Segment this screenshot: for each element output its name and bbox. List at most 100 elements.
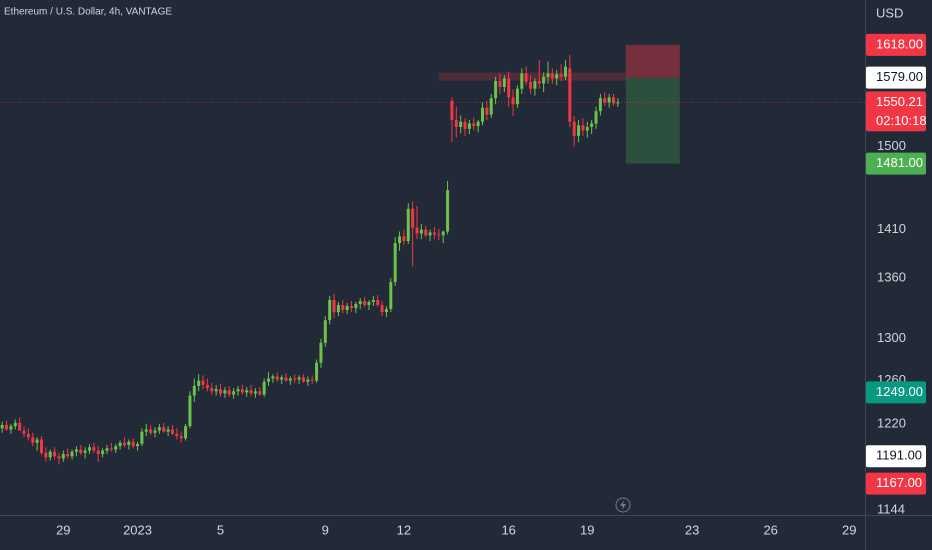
candle-body xyxy=(489,98,493,115)
candle-body xyxy=(358,300,362,305)
candle-body xyxy=(559,74,563,77)
candle-body xyxy=(472,123,476,127)
candle-body xyxy=(61,453,65,459)
candle-body xyxy=(118,442,122,447)
candle-body xyxy=(53,451,57,457)
candle-body xyxy=(411,208,415,228)
candle-body xyxy=(79,449,83,453)
candle-body xyxy=(140,431,144,444)
y-tick-label: 1360 xyxy=(877,270,906,285)
price-badge xyxy=(866,91,926,132)
entry-band xyxy=(438,72,626,81)
candle-body xyxy=(26,433,30,438)
x-tick-label: 23 xyxy=(685,522,699,537)
candle-body xyxy=(350,306,354,309)
candle-body xyxy=(598,98,602,112)
candle-body xyxy=(214,389,218,392)
price-badge-label: 1249.00 xyxy=(876,384,923,399)
candle-body xyxy=(354,304,358,309)
candle-body xyxy=(271,376,275,379)
candle-body xyxy=(367,301,371,306)
candle-body xyxy=(524,73,528,82)
candle-body xyxy=(568,68,572,122)
x-tick-label: 9 xyxy=(322,522,329,537)
price-badge xyxy=(866,33,926,56)
candle-body xyxy=(611,97,615,104)
price-badge-label: 1579.00 xyxy=(876,69,923,84)
candle-body xyxy=(105,448,109,451)
candle-body xyxy=(446,190,450,232)
candle-body xyxy=(376,299,380,306)
x-tick-label: 29 xyxy=(842,522,856,537)
candle-body xyxy=(35,439,39,443)
candle-body xyxy=(371,299,375,302)
price-badge xyxy=(866,66,926,89)
candle-body xyxy=(57,456,61,459)
candle-body xyxy=(197,380,201,386)
stop-zone xyxy=(625,44,680,78)
replay-icon[interactable] xyxy=(615,497,631,513)
plot-area xyxy=(0,44,865,465)
candle-body xyxy=(262,381,266,395)
candle-body xyxy=(480,107,484,122)
candle-body xyxy=(258,391,262,395)
candle-body xyxy=(280,377,284,380)
candle-body xyxy=(288,378,292,381)
candle-body xyxy=(507,78,511,98)
candle-body xyxy=(0,425,4,429)
candle-body xyxy=(398,236,402,244)
x-tick-label: 12 xyxy=(397,522,411,537)
y-tick-label: 1144 xyxy=(877,502,905,517)
y-tick-label: 1500 xyxy=(877,138,906,153)
countdown-label: 02:10:18 xyxy=(876,113,927,128)
price-badge xyxy=(866,445,926,468)
candle-body xyxy=(428,232,432,236)
candle-body xyxy=(594,111,598,124)
x-tick-label: 19 xyxy=(580,522,594,537)
candle-body xyxy=(520,73,524,89)
candle-body xyxy=(319,342,323,363)
candle-body xyxy=(44,452,48,458)
y-tick-label: 1220 xyxy=(877,415,906,430)
candle-body xyxy=(245,390,249,393)
candle-body xyxy=(380,305,384,313)
candle-body xyxy=(555,74,559,79)
candle-body xyxy=(144,429,148,432)
candle-body xyxy=(502,78,506,88)
candle-body xyxy=(219,389,223,394)
candle-body xyxy=(432,232,436,235)
candle-body xyxy=(175,433,179,437)
candle-body xyxy=(577,125,581,136)
candle-body xyxy=(406,208,410,242)
y-tick-label: 1300 xyxy=(877,330,906,345)
candle-body xyxy=(101,450,105,454)
candle-body xyxy=(424,229,428,236)
x-tick-label: 5 xyxy=(217,522,224,537)
price-badge xyxy=(866,381,926,404)
candle-body xyxy=(511,97,515,105)
candle-body xyxy=(275,376,279,380)
candle-body xyxy=(529,81,533,89)
target-zone xyxy=(625,77,680,164)
candle-body xyxy=(585,126,589,131)
price-badge-label: 1481.00 xyxy=(876,155,923,170)
candle-body xyxy=(328,299,332,321)
candle-body xyxy=(22,430,26,434)
candle-body xyxy=(153,430,157,433)
candle-body xyxy=(5,425,9,430)
candle-body xyxy=(415,227,419,234)
candle-body xyxy=(494,81,498,99)
candle-body xyxy=(546,73,550,77)
candle-body xyxy=(136,443,140,447)
candle-body xyxy=(310,379,314,381)
candle-body xyxy=(419,229,423,234)
price-axis: 114412201260130013601410150015701618.001… xyxy=(866,33,927,517)
x-tick-label: 26 xyxy=(763,522,777,537)
candle-body xyxy=(515,88,519,105)
candle-body xyxy=(590,123,594,127)
candle-body xyxy=(188,395,192,427)
price-badge-label: 1550.21 xyxy=(876,94,923,109)
candle-body xyxy=(232,391,236,395)
x-tick-label: 29 xyxy=(56,522,70,537)
